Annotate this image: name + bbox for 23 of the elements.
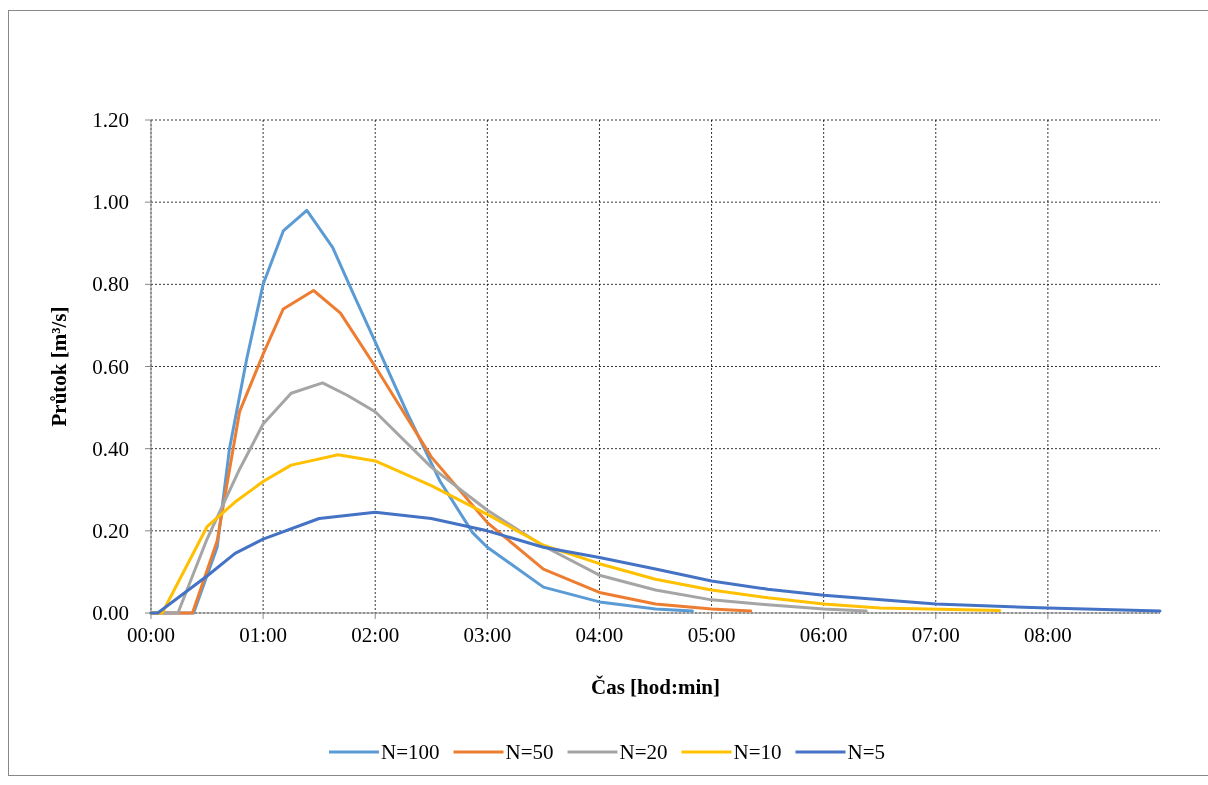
legend-label: N=5 <box>847 740 886 764</box>
x-tick-label: 08:00 <box>1023 623 1072 647</box>
x-tick-label: 02:00 <box>351 623 400 647</box>
y-tick-label: 1.20 <box>92 108 129 132</box>
legend-label: N=10 <box>733 740 782 764</box>
y-tick-label: 0.00 <box>92 601 129 625</box>
y-tick-label: 0.20 <box>92 518 129 543</box>
y-tick-label: 0.40 <box>92 436 129 461</box>
x-tick-label: 06:00 <box>799 623 848 647</box>
x-tick-label: 03:00 <box>463 623 512 647</box>
legend-label: N=50 <box>505 740 554 764</box>
x-axis-title: Čas [hod:min] <box>591 675 720 699</box>
y-tick-label: 0.80 <box>92 272 129 297</box>
x-tick-label: 00:00 <box>127 623 175 647</box>
y-axis-title: Průtok [m³/s] <box>47 306 71 427</box>
y-tick-label: 1.00 <box>92 190 129 215</box>
x-tick-label: 05:00 <box>687 623 736 647</box>
legend-label: N=100 <box>381 740 440 764</box>
legend-label: N=20 <box>619 740 668 764</box>
x-tick-label: 01:00 <box>239 623 288 647</box>
x-tick-label: 04:00 <box>575 623 624 647</box>
y-tick-label: 0.60 <box>92 354 129 379</box>
x-tick-label: 07:00 <box>911 623 960 647</box>
